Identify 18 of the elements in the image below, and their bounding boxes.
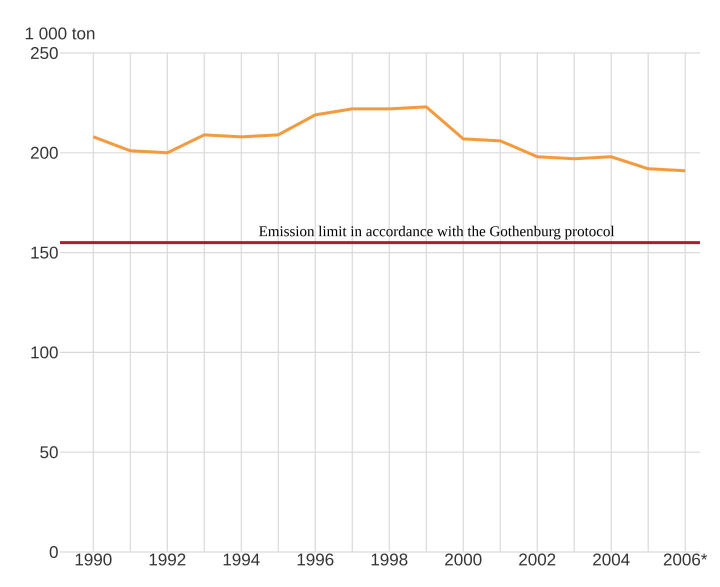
y-tick-label: 150 xyxy=(31,246,58,259)
y-tick-label: 100 xyxy=(31,346,58,358)
y-tick-label: 50 xyxy=(40,446,58,458)
x-tick-label: 2004 xyxy=(593,554,630,566)
x-tick-label: 1998 xyxy=(372,554,408,566)
x-tick-label: 1992 xyxy=(150,554,186,566)
y-tick-label: 250 xyxy=(30,46,58,60)
x-tick-label: 2002 xyxy=(519,554,556,566)
x-tick-label: 1996 xyxy=(298,554,334,566)
x-tick-label: 2006* xyxy=(664,554,708,566)
x-tick-label: 1990 xyxy=(76,554,112,566)
y-axis-title: 1 000 ton xyxy=(26,27,94,40)
ref-line-label: Emission limit in accordance with the Gothenburg protocol xyxy=(259,226,614,240)
x-tick-label: 1994 xyxy=(224,554,260,566)
line-series xyxy=(92,105,687,172)
y-tick-label: 0 xyxy=(50,546,58,558)
x-tick-label: 2000 xyxy=(445,554,482,566)
y-tick-label: 200 xyxy=(30,146,58,159)
